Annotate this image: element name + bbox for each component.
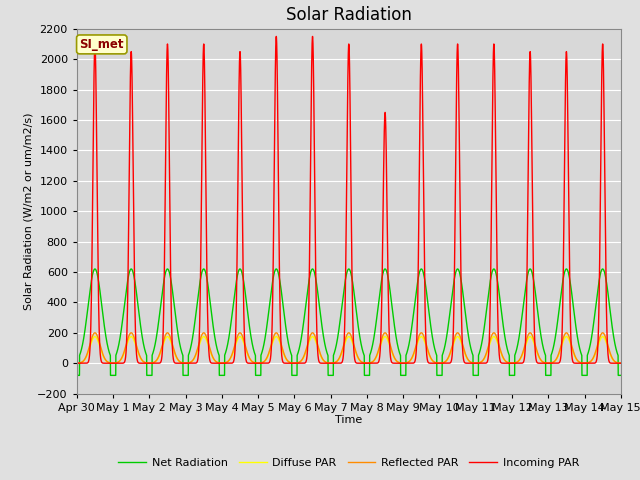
Incoming PAR bbox=[470, 360, 478, 366]
Incoming PAR bbox=[486, 319, 493, 324]
Reflected PAR bbox=[330, 360, 338, 366]
Incoming PAR bbox=[588, 360, 595, 366]
Reflected PAR bbox=[258, 360, 266, 366]
Text: SI_met: SI_met bbox=[79, 38, 124, 51]
Line: Reflected PAR: Reflected PAR bbox=[77, 333, 621, 363]
Incoming PAR bbox=[617, 360, 625, 366]
Diffuse PAR bbox=[258, 360, 266, 366]
Diffuse PAR bbox=[617, 360, 625, 366]
X-axis label: Time: Time bbox=[335, 415, 362, 425]
Y-axis label: Solar Radiation (W/m2 or um/m2/s): Solar Radiation (W/m2 or um/m2/s) bbox=[23, 112, 33, 310]
Diffuse PAR bbox=[73, 360, 81, 366]
Net Radiation bbox=[258, 350, 266, 356]
Diffuse PAR bbox=[470, 360, 478, 366]
Incoming PAR bbox=[258, 360, 266, 366]
Net Radiation bbox=[594, 286, 602, 291]
Reflected PAR bbox=[486, 338, 493, 344]
Incoming PAR bbox=[330, 360, 338, 366]
Reflected PAR bbox=[91, 330, 99, 336]
Line: Net Radiation: Net Radiation bbox=[77, 269, 621, 375]
Net Radiation bbox=[73, 372, 81, 378]
Line: Incoming PAR: Incoming PAR bbox=[77, 36, 621, 363]
Net Radiation bbox=[330, 350, 338, 356]
Incoming PAR bbox=[273, 34, 280, 39]
Incoming PAR bbox=[73, 360, 81, 366]
Net Radiation bbox=[91, 266, 99, 272]
Diffuse PAR bbox=[91, 334, 99, 339]
Title: Solar Radiation: Solar Radiation bbox=[286, 6, 412, 24]
Diffuse PAR bbox=[330, 360, 338, 366]
Incoming PAR bbox=[594, 340, 602, 346]
Net Radiation bbox=[486, 281, 493, 287]
Line: Diffuse PAR: Diffuse PAR bbox=[77, 336, 621, 363]
Net Radiation bbox=[617, 372, 625, 378]
Net Radiation bbox=[470, 372, 478, 378]
Reflected PAR bbox=[73, 360, 81, 366]
Reflected PAR bbox=[594, 340, 602, 346]
Reflected PAR bbox=[588, 358, 595, 364]
Diffuse PAR bbox=[486, 341, 493, 347]
Reflected PAR bbox=[470, 360, 478, 366]
Diffuse PAR bbox=[588, 358, 595, 364]
Legend: Net Radiation, Diffuse PAR, Reflected PAR, Incoming PAR: Net Radiation, Diffuse PAR, Reflected PA… bbox=[114, 454, 584, 473]
Reflected PAR bbox=[617, 360, 625, 366]
Diffuse PAR bbox=[594, 343, 602, 348]
Net Radiation bbox=[588, 336, 595, 342]
